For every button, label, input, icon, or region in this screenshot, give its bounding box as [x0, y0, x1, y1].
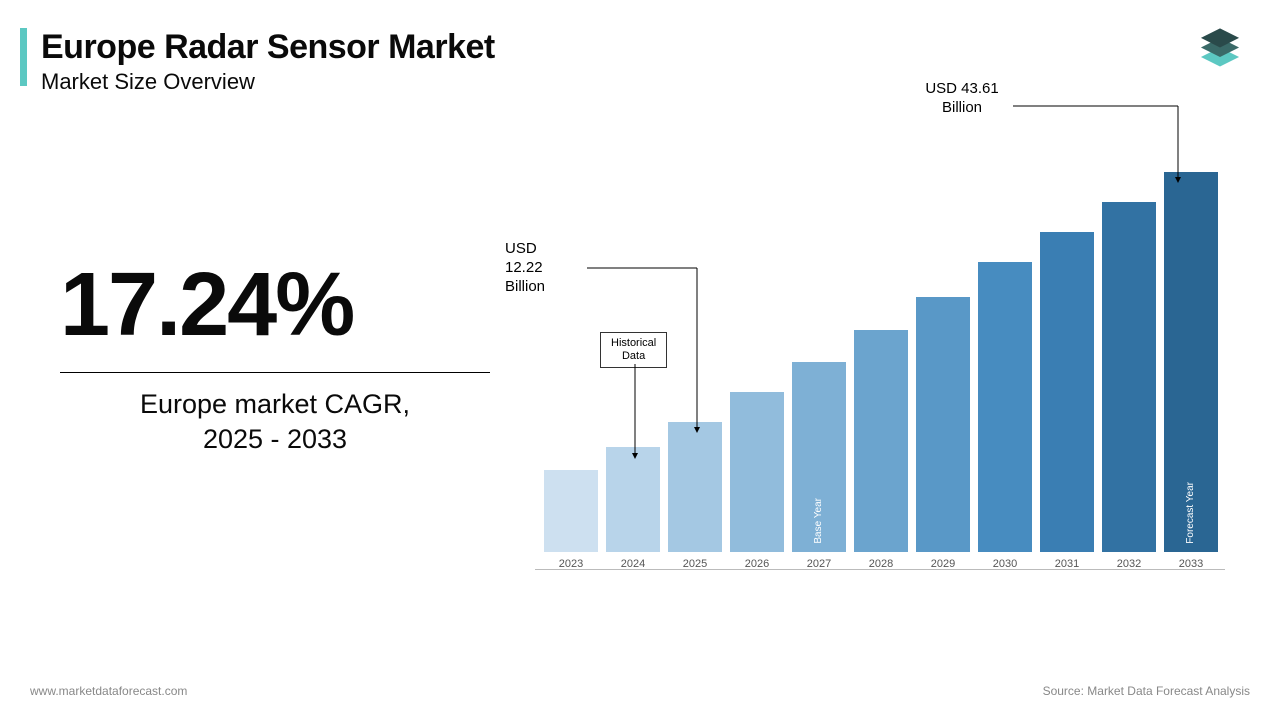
- bar-inner-label: Base Year: [813, 498, 825, 544]
- callout-end-label: USD 43.61 Billion: [907, 80, 1017, 118]
- bar-column: Base Year 2027: [791, 362, 847, 570]
- historical-arrow-icon: [630, 364, 640, 464]
- accent-bar: [20, 28, 27, 86]
- bar-column: 2030: [977, 262, 1033, 570]
- cagr-caption-line1: Europe market CAGR,: [140, 389, 410, 419]
- header: Europe Radar Sensor Market Market Size O…: [20, 28, 495, 95]
- bar-year-label: 2027: [807, 558, 831, 570]
- page-subtitle: Market Size Overview: [41, 69, 495, 95]
- cagr-value: 17.24%: [60, 260, 490, 350]
- cagr-caption-line2: 2025 - 2033: [203, 424, 347, 454]
- bar: [544, 470, 598, 552]
- historical-data-box: Historical Data: [600, 332, 667, 368]
- bar-year-label: 2025: [683, 558, 707, 570]
- bar-year-label: 2033: [1179, 558, 1203, 570]
- bar: [1102, 202, 1156, 552]
- bar-year-label: 2031: [1055, 558, 1079, 570]
- bar-column: 2024: [605, 447, 661, 570]
- bar-year-label: 2026: [745, 558, 769, 570]
- callout-start-label: USD 12.22 Billion: [505, 240, 585, 296]
- bar-column: 2026: [729, 392, 785, 570]
- bar-column: 2032: [1101, 202, 1157, 570]
- bar-year-label: 2028: [869, 558, 893, 570]
- callout-end-arrow-icon: [1013, 98, 1193, 188]
- page-title: Europe Radar Sensor Market: [41, 28, 495, 67]
- brand-logo-icon: [1194, 18, 1246, 70]
- bar-year-label: 2030: [993, 558, 1017, 570]
- bar-chart: 2023 2024 2025 2026 Base Year 2027 2028 2029 203…: [535, 160, 1250, 600]
- bar-year-label: 2023: [559, 558, 583, 570]
- bar-column: 2023: [543, 470, 599, 570]
- cagr-caption: Europe market CAGR, 2025 - 2033: [60, 387, 490, 457]
- bar: [854, 330, 908, 552]
- bar-year-label: 2029: [931, 558, 955, 570]
- bar: [978, 262, 1032, 552]
- bar-column: Forecast Year 2033: [1163, 172, 1219, 570]
- bar-column: 2029: [915, 297, 971, 570]
- title-group: Europe Radar Sensor Market Market Size O…: [41, 28, 495, 95]
- bar-inner-label: Forecast Year: [1185, 482, 1197, 544]
- bar: [916, 297, 970, 552]
- bar-column: 2028: [853, 330, 909, 570]
- footer-url: www.marketdataforecast.com: [30, 684, 187, 698]
- bar: Forecast Year: [1164, 172, 1218, 552]
- cagr-divider: [60, 372, 490, 373]
- footer-source: Source: Market Data Forecast Analysis: [1043, 684, 1250, 698]
- bar-column: 2025: [667, 422, 723, 570]
- slide-root: Europe Radar Sensor Market Market Size O…: [0, 0, 1280, 720]
- bar: [668, 422, 722, 552]
- bar-column: 2031: [1039, 232, 1095, 570]
- bar: Base Year: [792, 362, 846, 552]
- cagr-panel: 17.24% Europe market CAGR, 2025 - 2033: [60, 260, 490, 457]
- bar: [730, 392, 784, 552]
- bar: [1040, 232, 1094, 552]
- bar-year-label: 2024: [621, 558, 645, 570]
- bar-year-label: 2032: [1117, 558, 1141, 570]
